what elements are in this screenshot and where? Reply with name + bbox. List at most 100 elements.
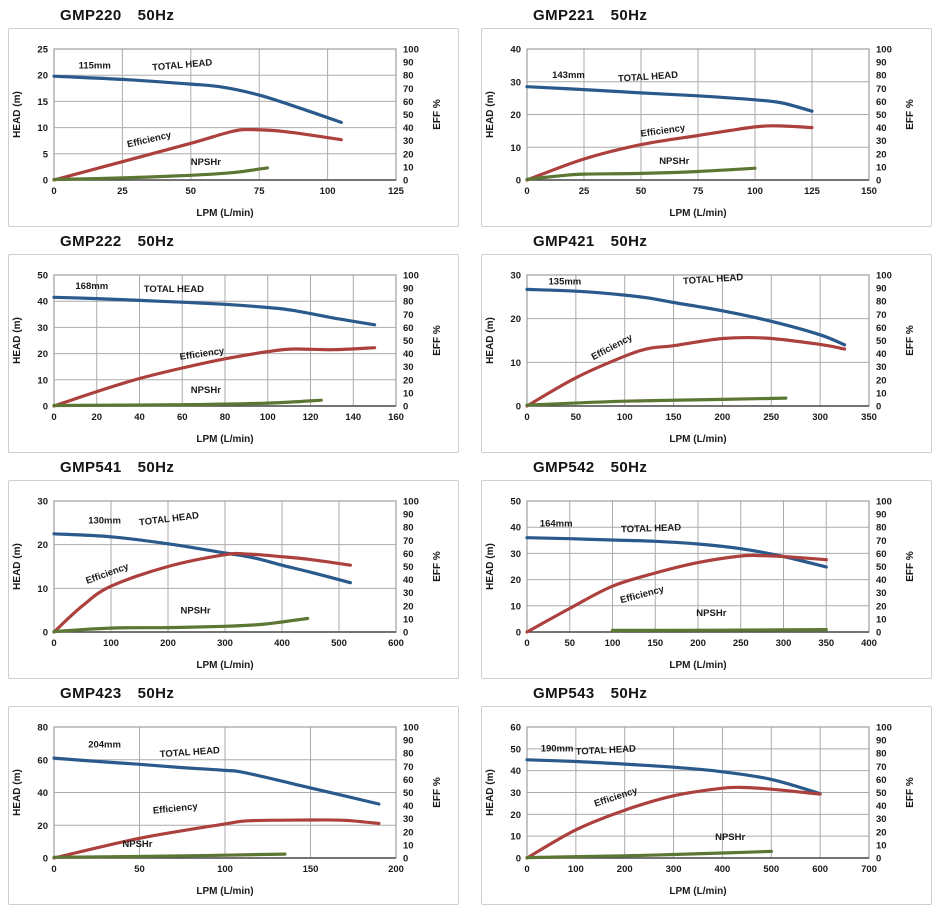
svg-text:NPSHr: NPSHr [181,606,211,617]
svg-text:90: 90 [403,736,414,747]
svg-text:HEAD (m): HEAD (m) [12,543,23,590]
svg-text:TOTAL HEAD: TOTAL HEAD [618,70,679,85]
svg-text:50: 50 [876,336,887,347]
pump-model: GMP541 [60,459,122,476]
svg-text:90: 90 [876,736,887,747]
svg-text:40: 40 [403,349,414,360]
chart-title-gmp542: GMP542 50Hz [481,458,932,480]
svg-text:60: 60 [876,323,887,334]
svg-text:20: 20 [37,349,48,360]
svg-text:10: 10 [876,162,887,173]
svg-text:80: 80 [403,749,414,760]
pump-model: GMP220 [60,7,122,24]
svg-text:0: 0 [876,176,881,187]
chart-cell-gmp221: GMP221 50Hz 0 25 50 75 100 125 150 0 10 20 30 40 0 10 2… [481,6,932,227]
svg-text:TOTAL HEAD: TOTAL HEAD [683,272,744,287]
svg-text:80: 80 [220,412,231,423]
pump-frequency: 50Hz [610,685,648,702]
svg-text:30: 30 [876,588,887,599]
chart-title-gmp222: GMP222 50Hz [8,232,459,254]
svg-text:EFF %: EFF % [905,325,916,356]
chart-title-gmp541: GMP541 50Hz [8,458,459,480]
svg-text:20: 20 [876,149,887,160]
svg-text:40: 40 [37,788,48,799]
svg-text:135mm: 135mm [549,277,582,288]
svg-text:50: 50 [37,271,48,282]
svg-text:60: 60 [177,412,188,423]
pump-model: GMP543 [533,685,595,702]
svg-text:100: 100 [217,864,233,875]
svg-text:50: 50 [876,110,887,121]
svg-text:30: 30 [403,814,414,825]
svg-text:30: 30 [37,497,48,508]
svg-text:90: 90 [403,510,414,521]
svg-text:0: 0 [403,854,408,865]
svg-text:20: 20 [91,412,102,423]
pump-model: GMP221 [533,7,595,24]
svg-text:80: 80 [876,749,887,760]
svg-text:Efficiency: Efficiency [152,801,198,817]
svg-text:30: 30 [37,323,48,334]
svg-text:30: 30 [403,362,414,373]
chart-title-gmp421: GMP421 50Hz [481,232,932,254]
svg-text:50: 50 [403,336,414,347]
svg-text:50: 50 [636,186,647,197]
svg-text:0: 0 [516,176,521,187]
svg-text:100: 100 [403,271,419,282]
svg-text:10: 10 [510,832,521,843]
svg-text:90: 90 [876,58,887,69]
svg-text:0: 0 [516,402,521,413]
svg-text:0: 0 [51,638,56,649]
svg-text:0: 0 [876,402,881,413]
chart-panel-gmp542: 0 50 100 150 200 250 300 350 400 0 10 20 30 40 50 0 10 20… [481,480,932,679]
svg-text:5: 5 [43,149,49,160]
svg-text:100: 100 [320,186,336,197]
svg-text:20: 20 [37,540,48,551]
svg-text:600: 600 [812,864,828,875]
svg-text:30: 30 [876,136,887,147]
chart-panel-gmp541: 0 100 200 300 400 500 600 0 10 20 30 0 10 20 30 40 50 60 7… [8,480,459,679]
svg-text:60: 60 [510,723,521,734]
svg-text:0: 0 [876,854,881,865]
svg-text:EFF %: EFF % [905,99,916,130]
svg-text:10: 10 [403,388,414,399]
svg-text:90: 90 [876,510,887,521]
svg-text:50: 50 [134,864,145,875]
svg-text:HEAD (m): HEAD (m) [12,769,23,816]
svg-text:50: 50 [403,562,414,573]
svg-text:500: 500 [763,864,779,875]
svg-text:150: 150 [861,186,877,197]
pump-curve-chart-gmp220: 0 25 50 75 100 125051015202501020304050607080… [12,45,443,220]
svg-text:10: 10 [403,162,414,173]
svg-text:0: 0 [51,864,56,875]
svg-text:100: 100 [568,864,584,875]
chart-cell-gmp423: GMP423 50Hz 0 50 100 150 200 0 20 40 60 80 0 10 20 30 4… [8,684,459,905]
svg-text:0: 0 [43,176,48,187]
pump-frequency: 50Hz [610,459,648,476]
svg-text:30: 30 [510,77,521,88]
svg-text:90: 90 [403,58,414,69]
svg-text:75: 75 [254,186,265,197]
svg-text:30: 30 [876,362,887,373]
chart-panel-gmp220: 0 25 50 75 100 125 0 5 10 15 20 25 0 10 20 30 40 50 60 70 80… [8,28,459,227]
svg-text:25: 25 [117,186,128,197]
svg-text:70: 70 [403,536,414,547]
svg-text:0: 0 [403,402,408,413]
svg-text:LPM (L/min): LPM (L/min) [669,660,726,671]
chart-title-gmp423: GMP423 50Hz [8,684,459,706]
svg-text:20: 20 [510,110,521,121]
chart-cell-gmp220: GMP220 50Hz 0 25 50 75 100 125 0 5 10 15 20 25 0 10 20 3… [8,6,459,227]
svg-text:20: 20 [510,575,521,586]
svg-text:500: 500 [331,638,347,649]
svg-text:80: 80 [403,523,414,534]
svg-text:50: 50 [876,788,887,799]
pump-frequency: 50Hz [610,233,648,250]
svg-text:EFF %: EFF % [432,551,443,582]
svg-text:60: 60 [403,97,414,108]
svg-text:0: 0 [516,628,521,639]
svg-text:40: 40 [876,801,887,812]
chart-panel-gmp222: 0 20 40 60 80 100 120 140 160 0 10 20 30 40 50 0 10 20 30 4… [8,254,459,453]
svg-text:40: 40 [510,523,521,534]
svg-text:90: 90 [403,284,414,295]
svg-text:115mm: 115mm [79,60,111,71]
